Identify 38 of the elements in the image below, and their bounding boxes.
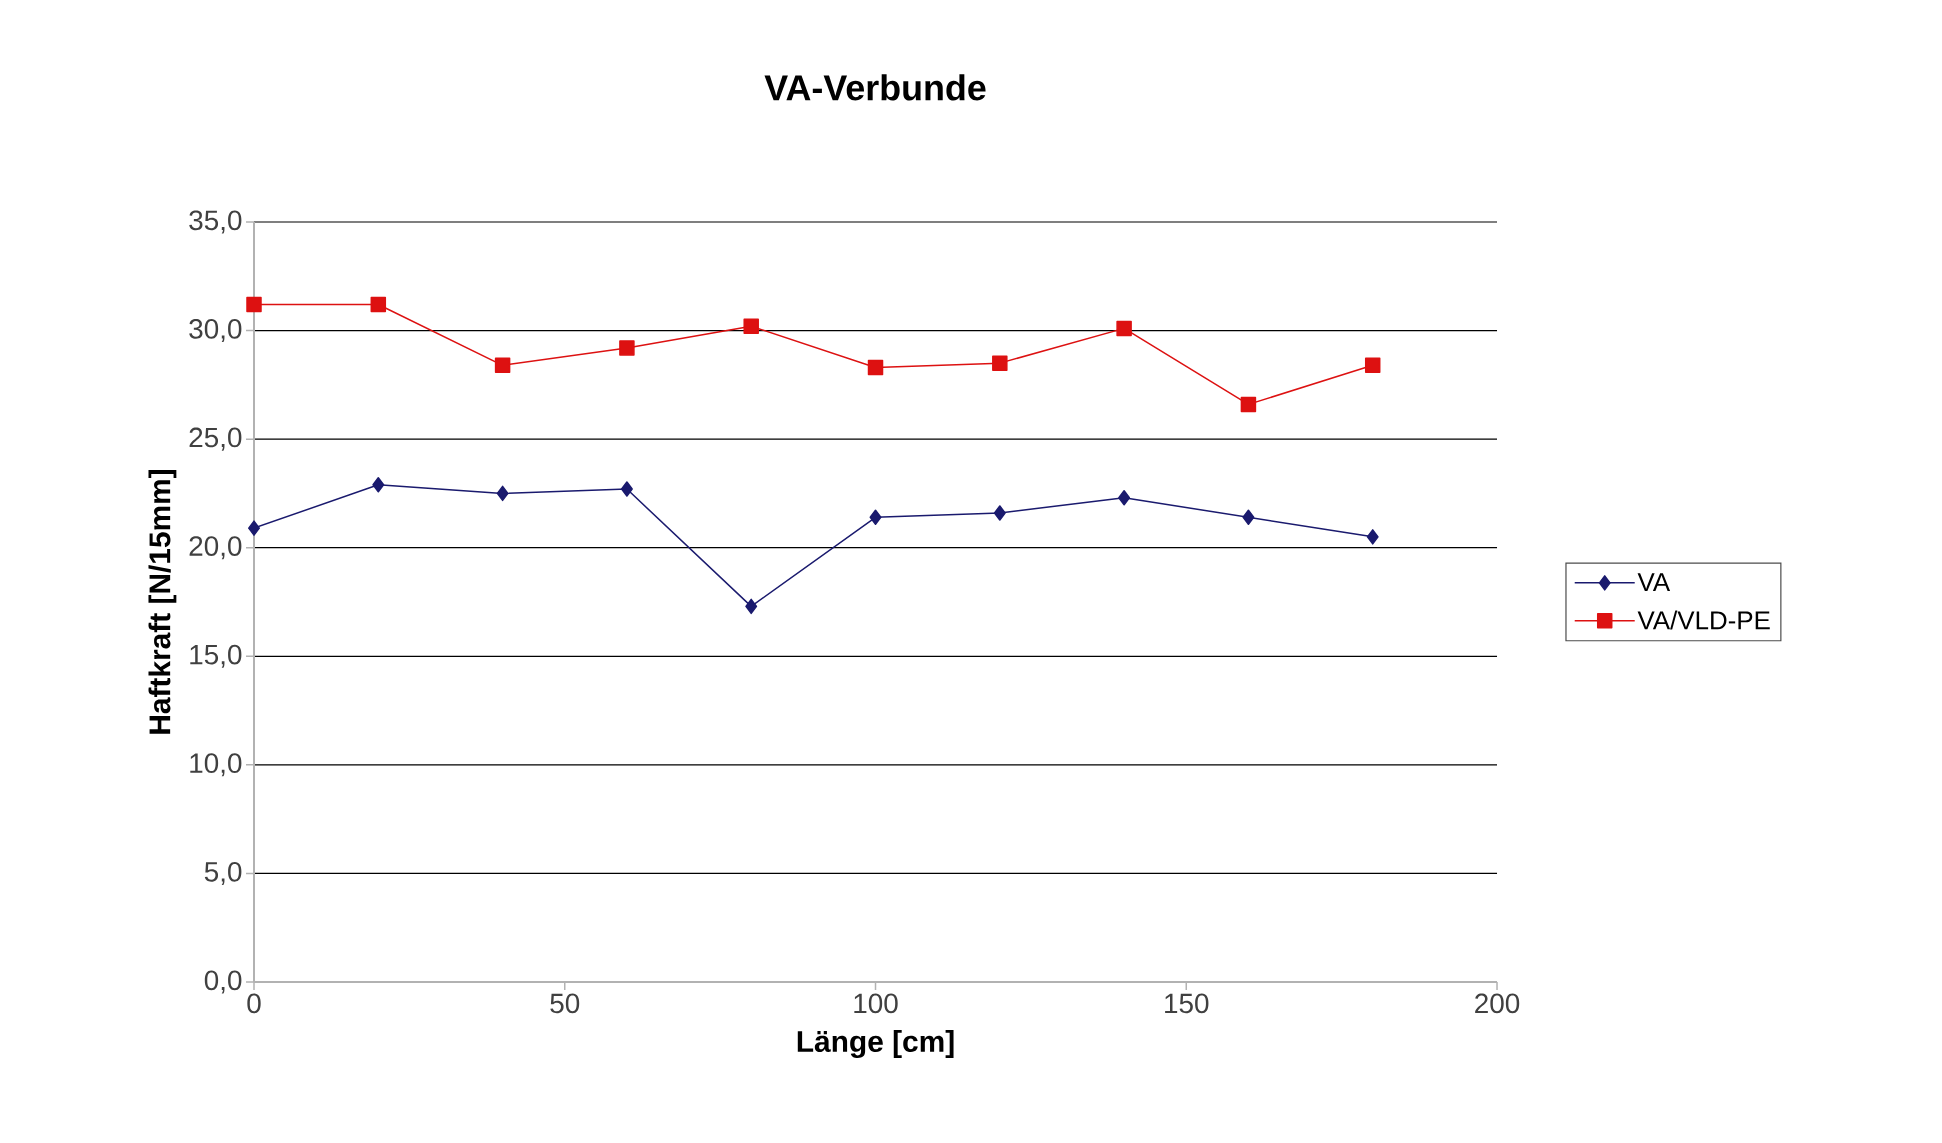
point [372,476,385,493]
point [1366,529,1379,545]
y-tick-label: 35,0 [189,210,242,234]
y-tick-label: 0,0 [204,970,242,994]
point [1240,396,1257,413]
point [743,318,759,334]
point [620,481,633,497]
point [993,505,1006,521]
point [1364,357,1381,374]
point [1118,490,1131,506]
legend-label: VA/VLD-PE [1637,610,1770,630]
point [246,296,262,313]
y-tick-label: 30,0 [189,319,242,343]
y-tick-label: 5,0 [204,861,242,885]
x-tick-label: 0 [247,993,261,1014]
legend-label: VA [1637,573,1671,592]
point [992,355,1008,371]
y-tick-label: 10,0 [190,753,242,777]
chart-title: VA-Verbunde [764,74,986,101]
point [867,359,884,376]
y-axis-title: Haftkraft [N/15mm] [148,470,177,734]
point [1242,509,1255,526]
point [619,340,635,356]
y-tick-label: 25,0 [189,427,242,451]
point [248,520,260,536]
point [496,485,509,502]
point [745,598,758,615]
point [1116,320,1132,337]
x-tick-label: 200 [1475,993,1520,1014]
y-tick-label: 15,0 [190,644,242,668]
x-axis-title: Länge [cm] [797,1030,954,1059]
x-tick-label: 50 [550,993,580,1014]
point [494,357,511,374]
point [869,509,882,526]
y-tick-label: 20,0 [189,536,242,560]
x-tick-label: 100 [854,993,898,1014]
x-tick-label: 150 [1165,993,1209,1014]
point [370,296,387,313]
